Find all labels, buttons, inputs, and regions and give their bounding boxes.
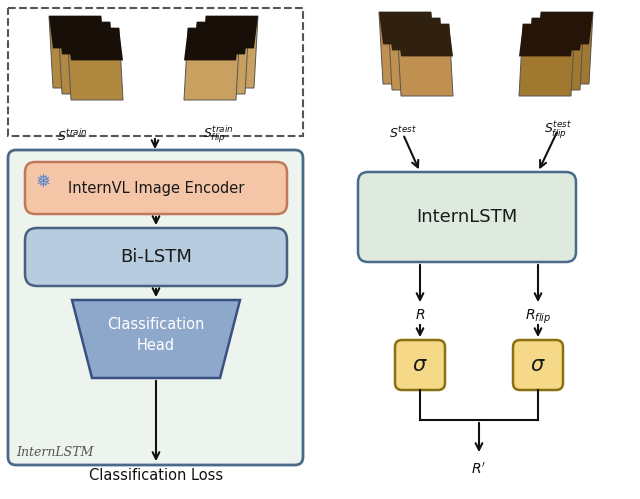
Polygon shape bbox=[379, 12, 435, 44]
Polygon shape bbox=[537, 12, 593, 84]
Polygon shape bbox=[397, 24, 453, 56]
Polygon shape bbox=[528, 18, 584, 50]
Text: $\sigma$: $\sigma$ bbox=[412, 355, 428, 375]
Polygon shape bbox=[58, 22, 114, 54]
Polygon shape bbox=[193, 22, 249, 54]
Text: InternLSTM: InternLSTM bbox=[417, 208, 518, 226]
Polygon shape bbox=[72, 300, 240, 378]
Text: $R_{flip}$: $R_{flip}$ bbox=[525, 308, 551, 326]
Polygon shape bbox=[49, 16, 105, 48]
Polygon shape bbox=[184, 28, 240, 60]
Text: Classification
Head: Classification Head bbox=[108, 317, 205, 353]
Text: $\sigma$: $\sigma$ bbox=[530, 355, 546, 375]
Polygon shape bbox=[202, 16, 258, 88]
Text: ❅: ❅ bbox=[36, 173, 51, 191]
FancyBboxPatch shape bbox=[395, 340, 445, 390]
FancyBboxPatch shape bbox=[358, 172, 576, 262]
Polygon shape bbox=[202, 16, 258, 48]
Polygon shape bbox=[397, 24, 453, 96]
Polygon shape bbox=[388, 18, 444, 90]
Text: $S^{test}$: $S^{test}$ bbox=[389, 125, 417, 141]
Polygon shape bbox=[67, 28, 123, 100]
FancyBboxPatch shape bbox=[25, 228, 287, 286]
Polygon shape bbox=[193, 22, 249, 94]
Text: $S_{flip}^{test}$: $S_{flip}^{test}$ bbox=[544, 120, 572, 141]
Polygon shape bbox=[49, 16, 105, 88]
FancyBboxPatch shape bbox=[25, 162, 287, 214]
Text: $R$: $R$ bbox=[415, 308, 425, 322]
Text: $R'$: $R'$ bbox=[472, 462, 486, 477]
FancyBboxPatch shape bbox=[513, 340, 563, 390]
Text: Bi-LSTM: Bi-LSTM bbox=[120, 248, 192, 266]
Text: $S_{flip}^{train}$: $S_{flip}^{train}$ bbox=[203, 124, 234, 146]
Polygon shape bbox=[519, 24, 575, 56]
Polygon shape bbox=[537, 12, 593, 44]
Polygon shape bbox=[67, 28, 123, 60]
Text: InternVL Image Encoder: InternVL Image Encoder bbox=[68, 181, 244, 196]
Polygon shape bbox=[519, 24, 575, 96]
Polygon shape bbox=[58, 22, 114, 94]
Text: InternLSTM: InternLSTM bbox=[16, 447, 93, 460]
Polygon shape bbox=[388, 18, 444, 50]
Polygon shape bbox=[184, 28, 240, 100]
Polygon shape bbox=[379, 12, 435, 84]
Polygon shape bbox=[528, 18, 584, 90]
Text: Classification Loss: Classification Loss bbox=[89, 469, 223, 484]
FancyBboxPatch shape bbox=[8, 150, 303, 465]
Text: $S^{train}$: $S^{train}$ bbox=[57, 128, 87, 144]
